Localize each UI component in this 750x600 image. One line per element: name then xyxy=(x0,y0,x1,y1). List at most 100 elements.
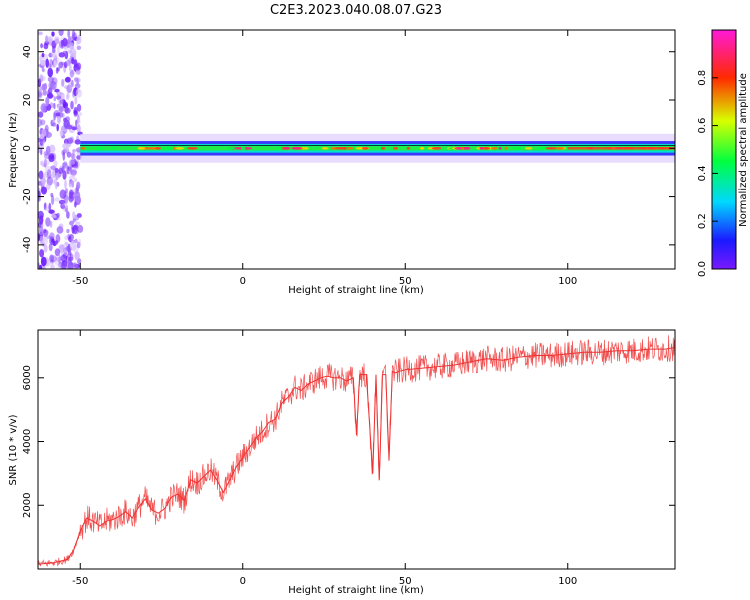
noise-blob xyxy=(75,62,82,71)
noise-blob xyxy=(74,95,78,105)
noise-blob xyxy=(39,56,42,62)
signal-hotspot xyxy=(154,147,161,150)
snr-plot-content xyxy=(38,335,675,567)
noise-blob xyxy=(58,254,61,264)
noise-blob xyxy=(41,67,45,72)
noise-blob xyxy=(68,236,73,243)
noise-blob xyxy=(63,247,69,254)
noise-blob xyxy=(40,147,43,156)
noise-blob xyxy=(40,160,44,166)
noise-blob xyxy=(45,36,51,42)
signal-hotspot xyxy=(461,147,465,150)
noise-blob xyxy=(38,78,41,86)
noise-blob xyxy=(38,78,42,83)
noise-blob xyxy=(59,189,67,199)
noise-blob xyxy=(56,226,64,234)
noise-blob xyxy=(78,238,82,248)
noise-blob xyxy=(41,53,45,58)
noise-blob xyxy=(70,79,74,87)
signal-hotspot xyxy=(225,147,236,150)
noise-blob xyxy=(47,76,55,83)
noise-blob xyxy=(66,92,70,99)
signal-hotspot xyxy=(283,147,290,150)
noise-blob xyxy=(58,223,64,229)
signal-hotspot xyxy=(236,147,243,150)
signal-strong-segment xyxy=(567,147,675,150)
y-tick-label: 0 xyxy=(22,145,33,151)
snr-x-axis-label: Height of straight line (km) xyxy=(288,585,424,596)
noise-blob xyxy=(48,154,55,163)
noise-blob xyxy=(66,151,72,158)
noise-blob xyxy=(51,212,56,218)
spectrogram-y-axis-label: Frequency (Hz) xyxy=(8,112,19,188)
noise-blob xyxy=(57,116,61,124)
noise-blob xyxy=(45,96,50,107)
noise-blob xyxy=(54,88,60,93)
x-tick-label: 100 xyxy=(558,576,577,587)
signal-hotspot xyxy=(110,147,116,150)
noise-blob xyxy=(69,69,75,78)
noise-blob xyxy=(40,43,43,49)
noise-blob xyxy=(38,170,44,180)
noise-blob xyxy=(76,124,81,134)
spectrogram-ticks: -50 0 50 100 -40 -20 0 20 40 xyxy=(22,30,675,287)
noise-blob xyxy=(55,174,59,181)
figure-title: C2E3.2023.040.08.07.G23 xyxy=(270,3,442,18)
noise-blob xyxy=(39,75,46,82)
noise-blob xyxy=(76,149,81,156)
noise-blob xyxy=(38,111,44,118)
snr-frame xyxy=(37,329,676,570)
noise-blob xyxy=(70,235,74,244)
noise-blob xyxy=(60,203,65,209)
noise-blob xyxy=(56,95,62,100)
noise-blob xyxy=(54,38,60,45)
noise-blob xyxy=(43,42,49,50)
noise-blob xyxy=(55,67,59,74)
signal-hotspot xyxy=(406,147,411,150)
noise-blob xyxy=(71,57,75,65)
noise-blob xyxy=(77,117,81,126)
noise-blob xyxy=(71,180,74,188)
noise-blob xyxy=(60,250,67,256)
noise-blob xyxy=(64,235,70,241)
noise-blob xyxy=(68,256,74,262)
noise-blob xyxy=(68,180,74,188)
colorbar-gradient xyxy=(712,30,736,269)
noise-blob xyxy=(46,183,51,191)
noise-blob xyxy=(70,159,76,165)
signal-hotspot xyxy=(511,147,523,150)
noise-blob xyxy=(56,91,63,96)
noise-blob xyxy=(62,151,66,161)
noise-blob xyxy=(73,50,77,60)
x-tick-label: 50 xyxy=(399,576,412,587)
noise-blob xyxy=(53,102,56,110)
signal-hotspot xyxy=(138,147,146,150)
noise-blob xyxy=(50,192,54,198)
noise-blob xyxy=(72,211,76,219)
noise-blob xyxy=(62,143,69,150)
signal-hotspot xyxy=(504,147,508,150)
spectrogram-panel: -50 0 50 100 -40 -20 0 20 40 Height of straight … xyxy=(8,29,676,296)
noise-blob xyxy=(38,31,43,36)
noise-blob xyxy=(61,112,65,118)
noise-blob xyxy=(38,264,43,269)
y-tick-label: 6000 xyxy=(22,365,33,390)
noise-blob xyxy=(65,59,71,67)
noise-blob xyxy=(69,220,74,226)
noise-blob xyxy=(70,100,74,110)
colorbar-tick-label: 0.4 xyxy=(697,165,708,181)
x-tick-label: 0 xyxy=(240,576,246,587)
signal-hotspot xyxy=(321,147,329,150)
noise-blob xyxy=(72,218,76,223)
noise-blob xyxy=(58,52,65,58)
noise-blob xyxy=(64,106,69,113)
noise-blob xyxy=(38,118,43,127)
noise-blob xyxy=(76,34,82,45)
noise-blob xyxy=(76,45,82,50)
signal-hotspot xyxy=(545,147,557,150)
noise-blob xyxy=(38,233,41,242)
snr-y-axis-label: SNR (10 * v/v) xyxy=(8,414,19,485)
colorbar-tick-label: 0.2 xyxy=(697,213,708,229)
signal-hotspot xyxy=(420,147,424,150)
